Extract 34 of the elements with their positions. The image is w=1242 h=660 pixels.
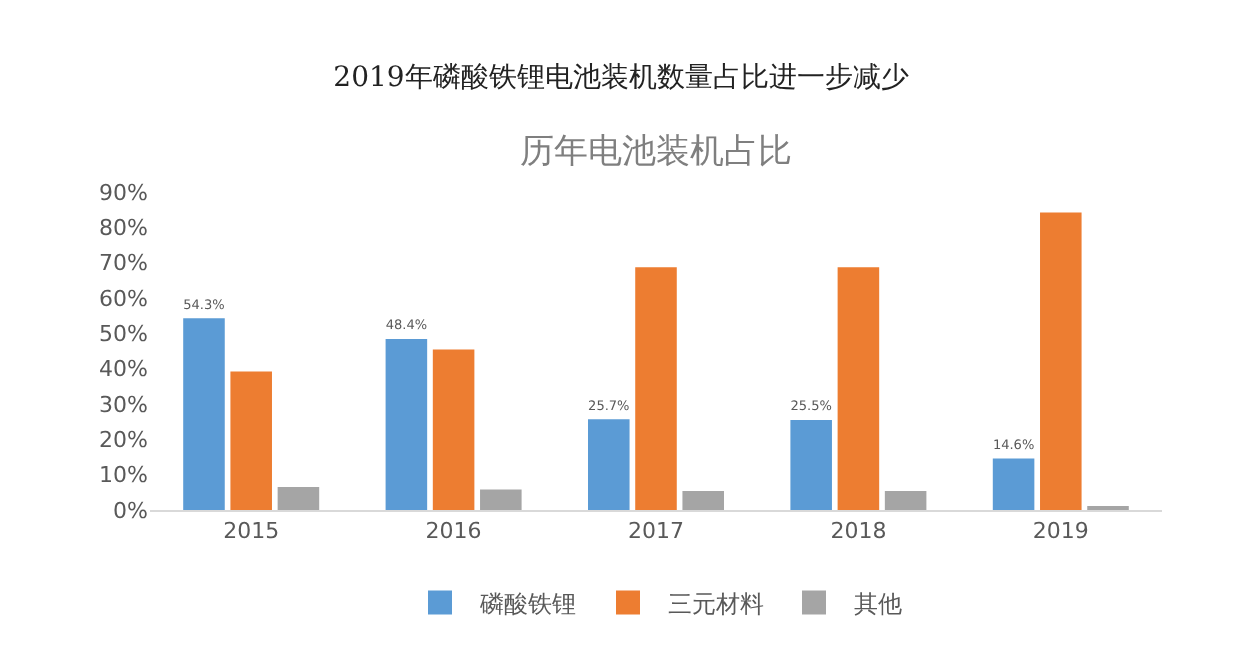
bar bbox=[588, 419, 630, 510]
y-tick-label: 40% bbox=[99, 356, 148, 383]
y-tick-label: 60% bbox=[99, 285, 148, 312]
y-tick-label: 0% bbox=[113, 497, 148, 524]
y-tick-label: 10% bbox=[99, 462, 148, 489]
bar bbox=[183, 318, 225, 510]
bar bbox=[385, 338, 428, 510]
bar bbox=[884, 490, 927, 510]
bar bbox=[790, 419, 832, 510]
bar bbox=[635, 267, 677, 510]
y-tick-label: 30% bbox=[99, 391, 148, 418]
x-tick-label: 2016 bbox=[425, 518, 482, 545]
x-tick-label: 2019 bbox=[1032, 518, 1089, 545]
chart-title: 2019年磷酸铁锂电池装机数量占比进一步减少 bbox=[333, 61, 909, 94]
x-tick-label: 2017 bbox=[628, 518, 684, 545]
legend-label: 其他 bbox=[854, 589, 902, 618]
bar bbox=[432, 349, 475, 510]
x-tick-label: 2018 bbox=[830, 518, 887, 545]
y-tick-label: 90% bbox=[99, 179, 148, 206]
legend-label: 磷酸铁锂 bbox=[478, 589, 576, 618]
bar bbox=[480, 489, 522, 510]
bar bbox=[837, 267, 880, 510]
chart-subtitle: 历年电池装机占比 bbox=[520, 132, 792, 172]
y-tick-label: 80% bbox=[99, 215, 148, 242]
bar bbox=[1040, 212, 1082, 510]
bar bbox=[277, 487, 320, 510]
y-tick-label: 20% bbox=[99, 427, 148, 454]
bar bbox=[682, 490, 724, 510]
y-tick-label: 70% bbox=[99, 250, 148, 277]
y-tick-label: 50% bbox=[99, 321, 148, 348]
x-tick-label: 2015 bbox=[223, 518, 280, 545]
legend-label: 三元材料 bbox=[668, 589, 764, 618]
bar bbox=[992, 458, 1035, 510]
bar bbox=[230, 371, 272, 510]
